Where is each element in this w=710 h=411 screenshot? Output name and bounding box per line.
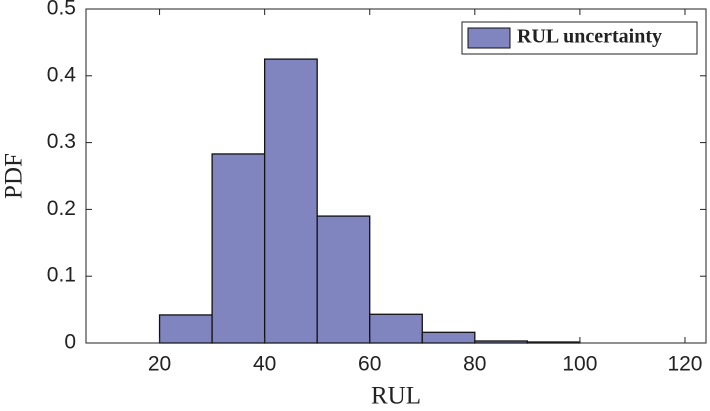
histogram-bar — [316, 215, 371, 344]
y-tick-label: 0 — [64, 331, 76, 354]
y-tick-label: 0.3 — [47, 130, 76, 153]
x-tick-label: 40 — [253, 353, 276, 376]
y-tick-label: 0.4 — [47, 63, 77, 86]
x-tick-label: 120 — [667, 353, 702, 376]
x-tick-label: 80 — [463, 353, 486, 376]
x-tick-label: 60 — [358, 353, 381, 376]
y-tick-label: 0.1 — [47, 264, 76, 287]
axes-frame — [85, 8, 707, 344]
plot-area — [86, 9, 706, 343]
histogram-bar — [211, 153, 266, 344]
histogram-bar — [369, 313, 423, 344]
legend-label: RUL uncertainty — [517, 26, 662, 48]
y-axis-label: PDF — [1, 153, 28, 199]
histogram-bar — [158, 314, 213, 344]
histogram-bar — [263, 58, 318, 344]
histogram-bar — [421, 331, 476, 344]
y-tick-label: 0.5 — [47, 0, 76, 20]
x-axis-label: RUL — [371, 383, 421, 410]
x-tick-label: 20 — [148, 353, 171, 376]
y-tick-label: 0.2 — [47, 197, 76, 220]
legend-swatch — [467, 27, 511, 49]
x-tick-label: 100 — [562, 353, 597, 376]
